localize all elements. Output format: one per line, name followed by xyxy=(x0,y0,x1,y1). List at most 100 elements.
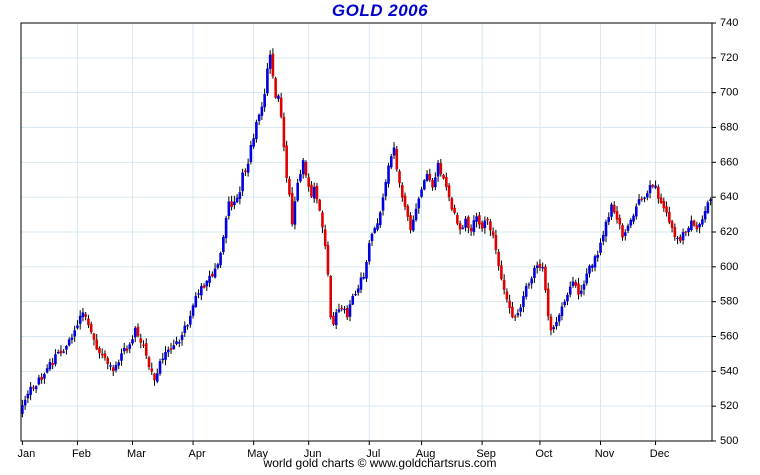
candle-body-up xyxy=(588,265,591,274)
candle-body-up xyxy=(172,345,176,350)
candle-body-down xyxy=(315,185,319,200)
candle-body-up xyxy=(392,147,396,156)
candle-body-up xyxy=(166,349,170,353)
candle-body-down xyxy=(290,192,294,225)
candle-body-up xyxy=(312,186,316,199)
candle-body-up xyxy=(367,243,371,262)
candle-body-up xyxy=(370,233,374,242)
y-axis-label: 680 xyxy=(720,122,738,134)
candle-body-up xyxy=(384,182,388,197)
candle-body-down xyxy=(692,220,696,226)
candle-body-up xyxy=(643,197,646,199)
candle-body-up xyxy=(78,315,82,324)
candle-body-up xyxy=(530,278,533,284)
candle-body-up xyxy=(200,286,203,296)
y-axis-label: 500 xyxy=(720,435,738,447)
candle-body-up xyxy=(252,138,255,147)
candle-body-up xyxy=(241,172,244,192)
candle-body-up xyxy=(301,160,305,175)
candle-body-down xyxy=(659,197,663,203)
candle-body-up xyxy=(191,305,195,316)
candle-body-down xyxy=(478,215,481,225)
candle-body-up xyxy=(161,358,165,361)
copyright-footer: world gold charts © www.goldchartsrus.co… xyxy=(263,456,497,470)
candle-body-up xyxy=(227,201,231,217)
candle-body-down xyxy=(668,211,671,223)
chart-title: GOLD 2006 xyxy=(331,1,429,20)
candle-body-down xyxy=(142,344,145,346)
candle-body-down xyxy=(500,265,503,280)
candle-body-up xyxy=(62,351,65,353)
y-axis-label: 580 xyxy=(720,296,738,308)
x-axis-label: May xyxy=(247,448,268,460)
candle-body-up xyxy=(120,353,123,361)
candle-body-up xyxy=(646,193,649,198)
candle-body-down xyxy=(98,348,101,354)
candle-body-down xyxy=(651,184,655,187)
candle-body-up xyxy=(67,339,71,346)
candle-body-down xyxy=(508,300,511,309)
candle-body-down xyxy=(615,211,619,220)
candle-body-up xyxy=(535,265,539,268)
candle-body-up xyxy=(519,307,522,312)
candle-body-up xyxy=(194,295,198,307)
candle-body-down xyxy=(398,171,401,184)
candle-body-down xyxy=(329,275,333,318)
y-axis-label: 540 xyxy=(720,365,738,377)
x-axis-label: Jun xyxy=(304,448,322,460)
candle-body-down xyxy=(450,198,454,210)
x-axis-label: Dec xyxy=(650,448,670,460)
candle-body-down xyxy=(445,177,448,188)
candle-body-up xyxy=(114,365,118,371)
candle-body-up xyxy=(582,284,586,290)
candle-body-up xyxy=(348,304,352,317)
candle-body-up xyxy=(177,342,181,344)
candle-body-up xyxy=(296,182,299,201)
candle-body-down xyxy=(467,216,470,228)
candle-body-down xyxy=(549,316,553,331)
candle-body-up xyxy=(533,267,536,278)
candle-body-up xyxy=(552,327,556,330)
candle-body-down xyxy=(456,214,459,224)
candle-body-up xyxy=(351,295,355,305)
candle-body-down xyxy=(458,223,462,230)
candle-body-down xyxy=(244,170,247,172)
candle-body-up xyxy=(436,162,440,177)
candle-body-up xyxy=(343,308,346,311)
candle-body-up xyxy=(601,235,605,242)
candle-body-down xyxy=(139,338,143,343)
candle-body-down xyxy=(282,116,286,148)
candle-body-up xyxy=(420,189,423,197)
candle-body-down xyxy=(95,339,99,350)
candle-body-up xyxy=(164,351,167,360)
candle-body-down xyxy=(505,291,509,300)
candle-body-down xyxy=(486,219,489,221)
candle-body-down xyxy=(494,234,498,251)
candle-body-down xyxy=(59,350,63,354)
candle-body-up xyxy=(213,268,217,278)
candle-body-up xyxy=(128,344,132,349)
candle-body-up xyxy=(472,220,476,232)
candle-body-down xyxy=(340,307,344,310)
candle-body-up xyxy=(246,163,250,173)
candle-body-up xyxy=(701,219,704,225)
candle-body-down xyxy=(511,306,514,318)
x-axis-label: Mar xyxy=(127,448,146,460)
candle-body-down xyxy=(497,251,500,266)
candle-body-down xyxy=(513,316,517,318)
candle-body-down xyxy=(574,282,578,286)
candle-body-up xyxy=(412,219,415,231)
candle-body-down xyxy=(32,387,35,389)
y-axis-label: 660 xyxy=(720,156,738,168)
candle-body-up xyxy=(81,312,85,318)
candle-body-down xyxy=(480,222,484,229)
candle-body-up xyxy=(43,374,46,379)
candle-body-down xyxy=(403,195,407,207)
candle-body-down xyxy=(538,263,542,268)
candle-body-up xyxy=(155,373,159,382)
candle-body-up xyxy=(475,216,478,222)
x-axis-label: Oct xyxy=(535,448,552,460)
candle-body-up xyxy=(208,275,211,283)
y-axis-label: 600 xyxy=(720,261,738,273)
candle-body-up xyxy=(623,232,627,236)
